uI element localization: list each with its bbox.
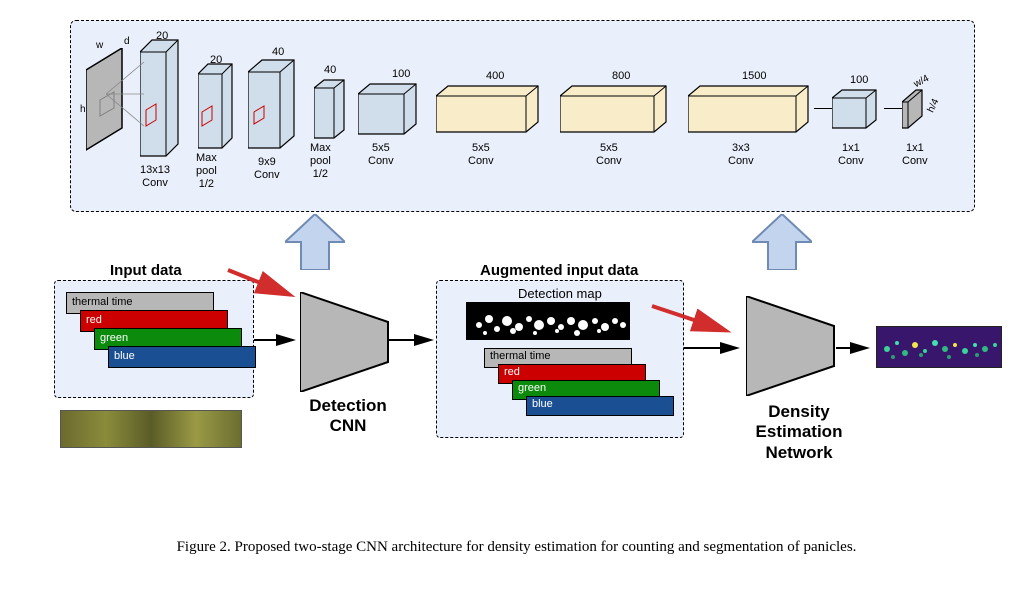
layer-9-top: 100 xyxy=(850,74,868,87)
dim-d: d xyxy=(124,36,130,48)
dim-h: h xyxy=(80,104,86,116)
layer-3-box xyxy=(248,58,304,162)
layer-6-top: 400 xyxy=(486,70,504,83)
figure-caption: Figure 2. Proposed two-stage CNN archite… xyxy=(0,538,1033,556)
layer-2-bottom: Max pool 1/2 xyxy=(196,152,217,192)
layer-10-bottom: 1x1 Conv xyxy=(902,142,928,168)
detection-cnn-label: Detection CNN xyxy=(298,396,398,437)
layer-5-top: 100 xyxy=(392,68,410,81)
density-net-trapezoid xyxy=(746,296,836,396)
layer-6-bottom: 5x5 Conv xyxy=(468,142,494,168)
aug-chan-thermal-label: thermal time xyxy=(490,350,551,363)
up-arrow-2 xyxy=(752,214,812,270)
layer-2-box xyxy=(198,62,244,162)
fan-0-1 xyxy=(106,58,150,134)
flow-arrow-1 xyxy=(254,332,302,348)
red-arrow-1 xyxy=(226,264,300,304)
layer-8-top: 1500 xyxy=(742,70,766,83)
chan-red-label: red xyxy=(86,314,102,327)
layer-4-box xyxy=(314,78,354,152)
detection-map-image xyxy=(466,302,630,340)
augmented-title: Augmented input data xyxy=(480,262,638,280)
density-output-image xyxy=(876,326,1002,368)
layer-7-box xyxy=(560,84,674,144)
up-arrow-1 xyxy=(285,214,345,270)
dim-w: w xyxy=(96,40,103,52)
layer-4-bottom: Max pool 1/2 xyxy=(310,142,331,182)
layer-9-bottom: 1x1 Conv xyxy=(838,142,864,168)
layer-1-top: 20 xyxy=(156,30,168,43)
chan-thermal-label: thermal time xyxy=(72,296,133,309)
aug-chan-blue-label: blue xyxy=(532,398,553,411)
layer-4-top: 40 xyxy=(324,64,336,77)
connector-line-1 xyxy=(814,108,832,109)
flow-arrow-2 xyxy=(388,332,440,348)
density-net-label: Density Estimation Network xyxy=(744,402,854,463)
flow-arrow-3 xyxy=(684,340,746,356)
aug-chan-red-label: red xyxy=(504,366,520,379)
detection-map-label: Detection map xyxy=(518,286,602,302)
layer-3-top: 40 xyxy=(272,46,284,59)
layer-9-box xyxy=(832,88,884,140)
layer-7-top: 800 xyxy=(612,70,630,83)
red-arrow-2 xyxy=(650,300,736,340)
layer-7-bottom: 5x5 Conv xyxy=(596,142,622,168)
layer-6-box xyxy=(436,84,546,144)
crop-sample-image xyxy=(60,410,242,448)
layer-5-bottom: 5x5 Conv xyxy=(368,142,394,168)
layer-3-bottom: 9x9 Conv xyxy=(254,156,280,182)
layer-1-bottom: 13x13 Conv xyxy=(140,164,170,190)
layer-5-box xyxy=(358,82,424,146)
detection-cnn-trapezoid xyxy=(300,292,390,392)
flow-arrow-4 xyxy=(836,340,876,356)
input-title: Input data xyxy=(110,262,182,280)
layer-2-top: 20 xyxy=(210,54,222,67)
chan-blue-label: blue xyxy=(114,350,135,363)
layer-8-box xyxy=(688,84,816,144)
aug-chan-green-label: green xyxy=(518,382,546,395)
connector-line-2 xyxy=(884,108,902,109)
chan-green-label: green xyxy=(100,332,128,345)
layer-8-bottom: 3x3 Conv xyxy=(728,142,754,168)
